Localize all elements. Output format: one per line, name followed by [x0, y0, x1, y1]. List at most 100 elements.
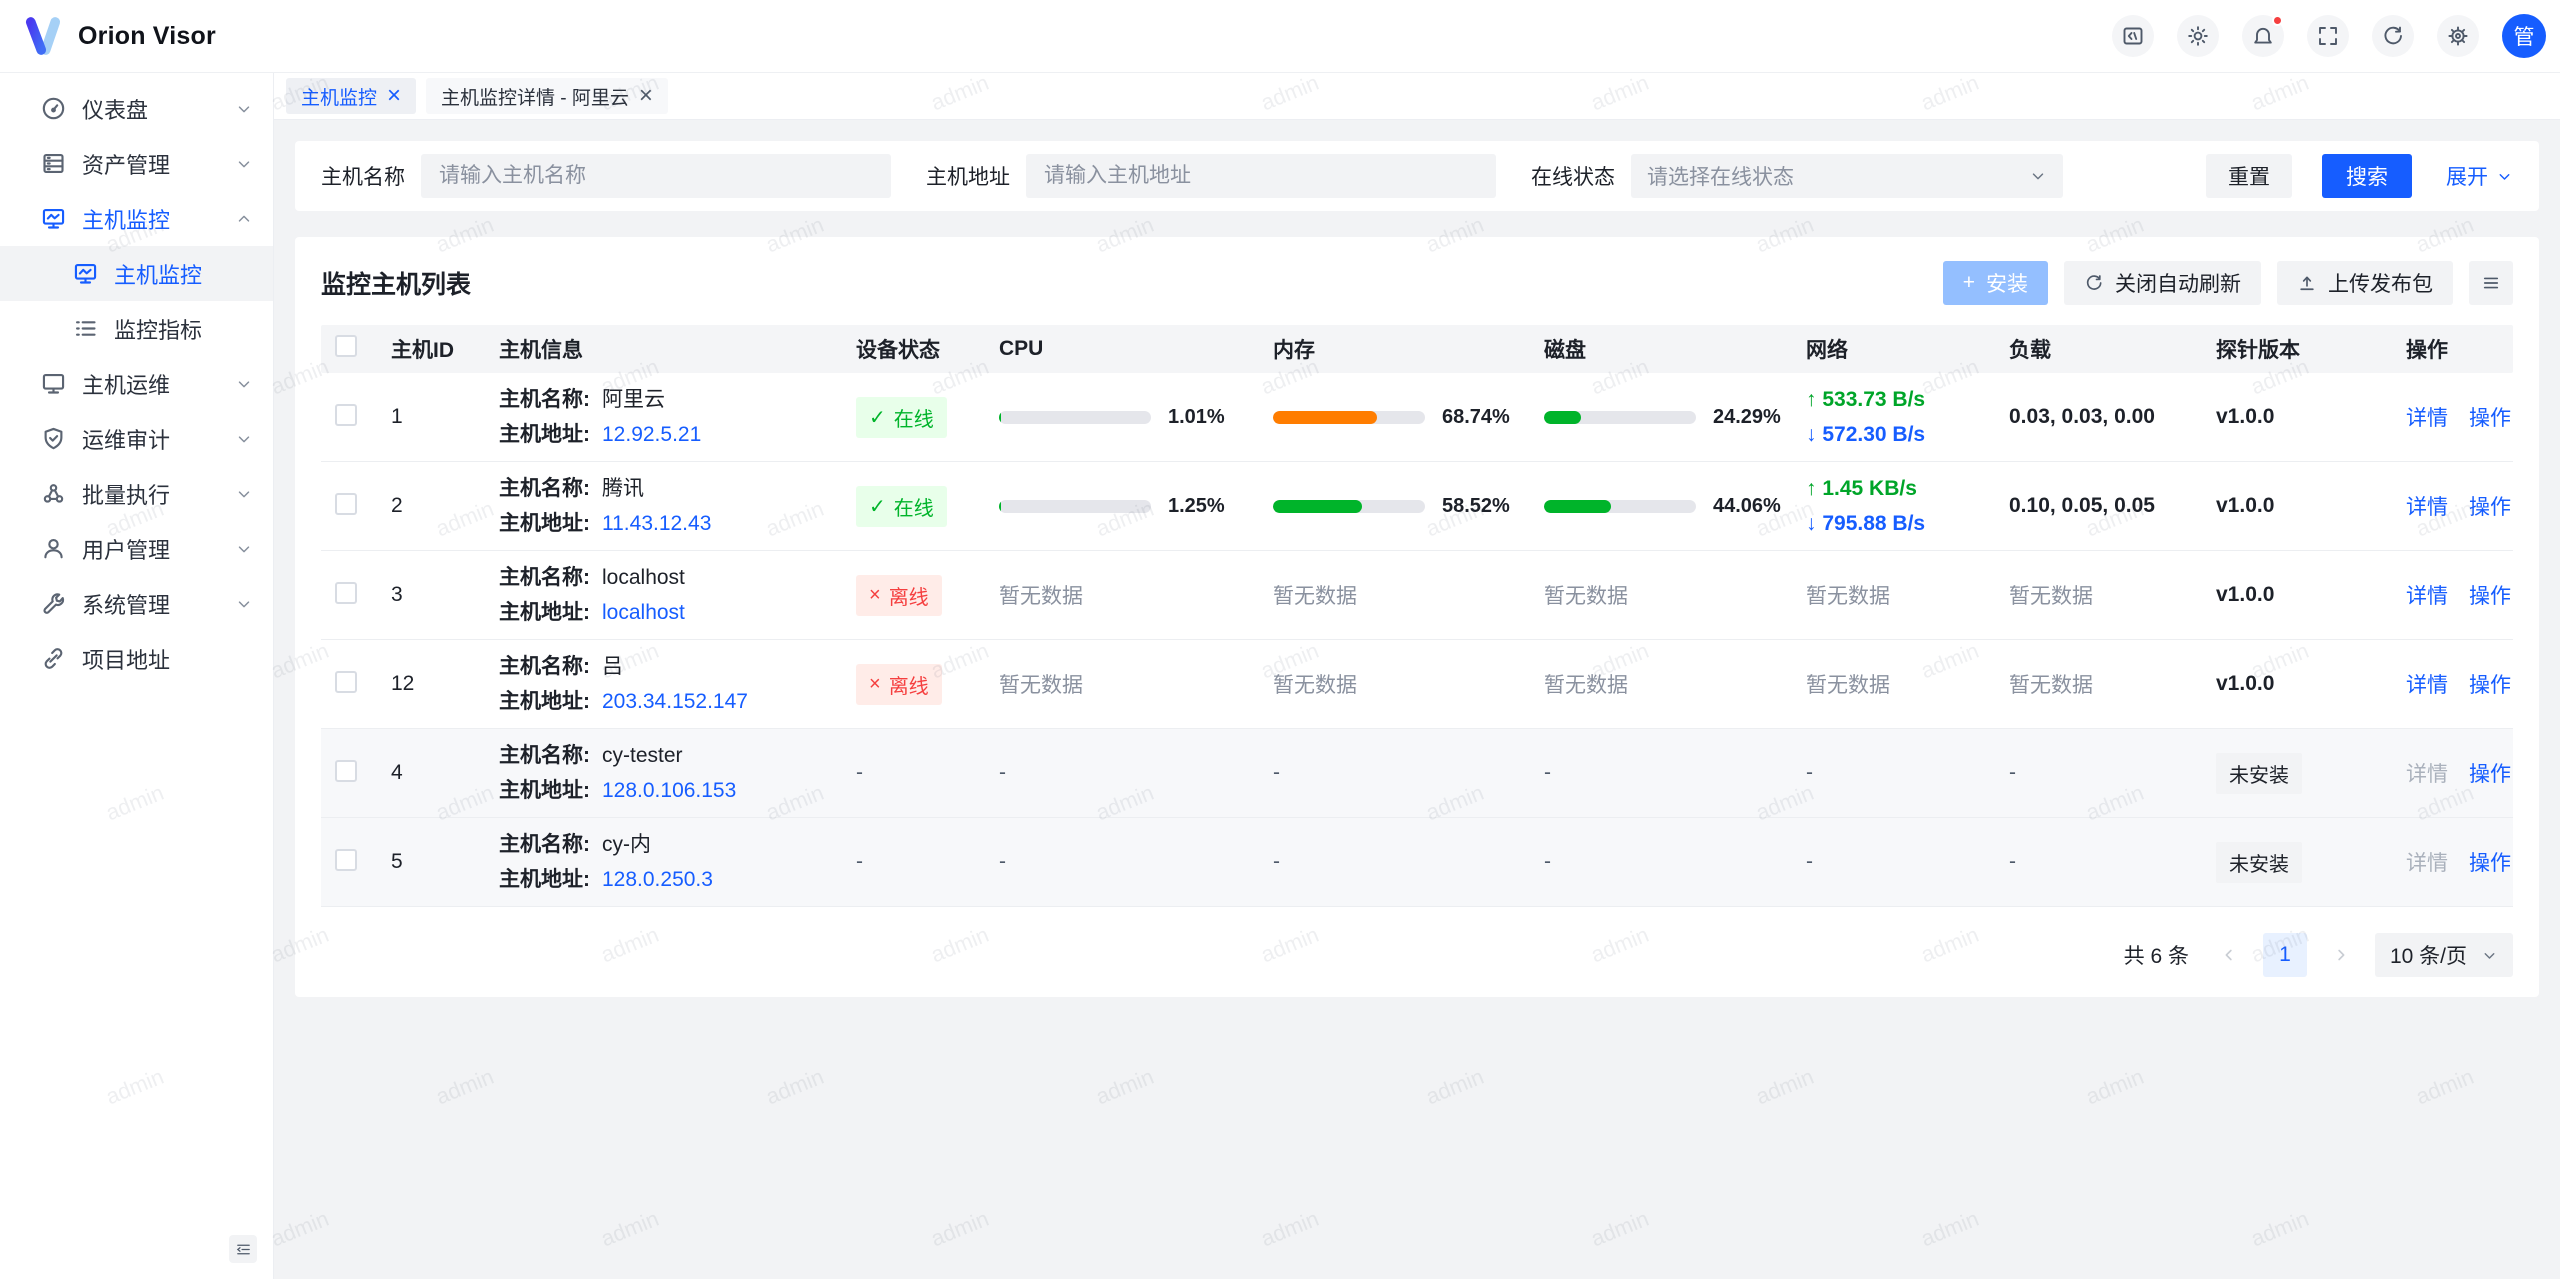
- table-row: 3 主机名称: localhost 主机地址: localhost × 离线 暂无数据…: [321, 551, 2513, 640]
- sun-icon: [2188, 26, 2208, 46]
- brand-title: Orion Visor: [78, 21, 216, 50]
- install-button[interactable]: + 安装: [1942, 261, 2048, 305]
- sidebar-subitem-metrics[interactable]: 监控指标: [0, 301, 273, 356]
- detail-link[interactable]: 详情: [2406, 407, 2448, 430]
- sidebar-item-host-monitor[interactable]: 主机监控: [0, 191, 273, 246]
- online-status-select[interactable]: 请选择在线状态: [1631, 154, 2063, 198]
- tab-host-monitor[interactable]: 主机监控 ×: [286, 78, 417, 114]
- host-address-link[interactable]: 128.0.250.3: [602, 868, 713, 891]
- table-row: 2 主机名称: 腾讯 主机地址: 11.43.12.43 ✓ 在线 1.25% 58.…: [321, 462, 2513, 551]
- next-page-button[interactable]: [2322, 936, 2360, 974]
- action-link[interactable]: 操作: [2469, 763, 2511, 786]
- action-link[interactable]: 操作: [2469, 852, 2511, 875]
- action-link[interactable]: 操作: [2469, 407, 2511, 430]
- row-checkbox[interactable]: [335, 670, 357, 693]
- column-settings-button[interactable]: [2469, 261, 2513, 305]
- chevron-down-icon: [235, 155, 253, 173]
- sidebar-item-batch-exec[interactable]: 批量执行: [0, 466, 273, 521]
- status-badge-offline: × 离线: [856, 574, 942, 616]
- sidebar-item-ops-audit[interactable]: 运维审计: [0, 411, 273, 466]
- status-badge-offline: × 离线: [856, 663, 942, 705]
- no-data-text: 暂无数据: [1806, 674, 1890, 697]
- chevron-down-icon: [235, 595, 253, 613]
- refresh-button[interactable]: [2372, 15, 2414, 57]
- action-link[interactable]: 操作: [2469, 496, 2511, 519]
- row-checkbox[interactable]: [335, 848, 357, 871]
- sidebar-subitem-host-monitor[interactable]: 主机监控: [0, 246, 273, 301]
- tab-host-monitor-detail[interactable]: 主机监控详情 - 阿里云 ×: [426, 78, 668, 114]
- sidebar-item-dashboard[interactable]: 仪表盘: [0, 81, 273, 136]
- no-data-text: 暂无数据: [1544, 585, 1628, 608]
- close-icon[interactable]: ×: [387, 82, 402, 109]
- agent-version: v1.0.0: [2216, 405, 2275, 428]
- code-button[interactable]: [2112, 15, 2154, 57]
- search-button[interactable]: 搜索: [2322, 154, 2412, 198]
- memory-metric: 68.74%: [1273, 406, 1530, 429]
- card-title: 监控主机列表: [321, 271, 472, 299]
- sidebar-item-assets[interactable]: 资产管理: [0, 136, 273, 191]
- sidebar-item-project-link[interactable]: 项目地址: [0, 631, 273, 686]
- host-name-input[interactable]: [421, 154, 891, 198]
- host-address-link[interactable]: 128.0.106.153: [602, 779, 737, 802]
- no-data-text: 暂无数据: [1273, 674, 1357, 697]
- sidebar-item-users[interactable]: 用户管理: [0, 521, 273, 576]
- network-metric: ↑ 1.45 KB/s ↓ 795.88 B/s: [1806, 477, 1926, 535]
- page-content: 主机名称 主机地址 在线状态 请选择在线状态 重置 搜索 展开: [274, 120, 2560, 1279]
- notifications-button[interactable]: [2242, 15, 2284, 57]
- host-id: 4: [391, 761, 403, 784]
- host-address-link[interactable]: 12.92.5.21: [602, 423, 702, 446]
- not-installed-badge: 未安装: [2216, 841, 2302, 883]
- host-table: 主机ID 主机信息 设备状态 CPU 内存 磁盘 网络 负载 探针版本 操作: [321, 325, 2513, 907]
- host-id: 3: [391, 583, 403, 606]
- dash-text: -: [2009, 850, 2016, 873]
- page-number-current[interactable]: 1: [2262, 933, 2307, 977]
- host-info: 主机名称: cy-内 主机地址: 128.0.250.3: [485, 827, 842, 897]
- row-checkbox[interactable]: [335, 492, 357, 515]
- refresh-icon: [2086, 275, 2102, 290]
- sidebar-collapse-button[interactable]: [229, 1235, 257, 1263]
- host-monitor-icon: [40, 205, 67, 232]
- upload-package-button[interactable]: 上传发布包: [2277, 261, 2453, 305]
- detail-link[interactable]: 详情: [2406, 585, 2448, 608]
- host-address-link[interactable]: 11.43.12.43: [602, 512, 712, 535]
- chevron-down-icon: [235, 540, 253, 558]
- user-avatar[interactable]: 管: [2502, 14, 2546, 58]
- host-addr-label: 主机地址: [926, 166, 1010, 189]
- system-wrench-icon: [40, 590, 67, 617]
- detail-link[interactable]: 详情: [2406, 496, 2448, 519]
- host-info: 主机名称: 阿里云 主机地址: 12.92.5.21: [485, 382, 842, 452]
- auto-refresh-button[interactable]: 关闭自动刷新: [2064, 261, 2261, 305]
- theme-toggle-button[interactable]: [2177, 15, 2219, 57]
- page-size-select[interactable]: 10 条/页: [2374, 933, 2513, 977]
- online-status-label: 在线状态: [1531, 166, 1615, 189]
- fullscreen-button[interactable]: [2307, 15, 2349, 57]
- host-id: 12: [391, 672, 415, 695]
- host-addr-input[interactable]: [1026, 154, 1496, 198]
- no-data-text: 暂无数据: [1806, 585, 1890, 608]
- detail-link-disabled: 详情: [2406, 852, 2448, 875]
- row-checkbox[interactable]: [335, 581, 357, 604]
- memory-metric: 58.52%: [1273, 495, 1530, 518]
- action-link[interactable]: 操作: [2469, 674, 2511, 697]
- sidebar-item-system[interactable]: 系统管理: [0, 576, 273, 631]
- row-checkbox[interactable]: [335, 759, 357, 782]
- close-icon[interactable]: ×: [638, 82, 653, 109]
- host-address-link[interactable]: 203.34.152.147: [602, 690, 748, 713]
- sidebar-item-host-ops[interactable]: 主机运维: [0, 356, 273, 411]
- table-row: 12 主机名称: 吕 主机地址: 203.34.152.147 × 离线 暂无数据 暂…: [321, 640, 2513, 729]
- prev-page-button[interactable]: [2210, 936, 2248, 974]
- row-checkbox[interactable]: [335, 403, 357, 426]
- dash-text: -: [1273, 850, 1280, 873]
- settings-button[interactable]: [2437, 15, 2479, 57]
- host-address-link[interactable]: localhost: [602, 601, 685, 624]
- detail-link[interactable]: 详情: [2406, 674, 2448, 697]
- cpu-metric: 1.01%: [999, 406, 1259, 429]
- reset-button[interactable]: 重置: [2206, 154, 2292, 198]
- expand-toggle[interactable]: 展开: [2446, 161, 2513, 191]
- table-toolbar: + 安装 关闭自动刷新 上传发布包: [1942, 261, 2513, 305]
- chevron-down-icon: [2484, 952, 2495, 959]
- select-all-checkbox[interactable]: [335, 335, 357, 357]
- dash-text: -: [1544, 761, 1551, 784]
- network-metric: ↑ 533.73 B/s ↓ 572.30 B/s: [1806, 388, 1926, 446]
- action-link[interactable]: 操作: [2469, 585, 2511, 608]
